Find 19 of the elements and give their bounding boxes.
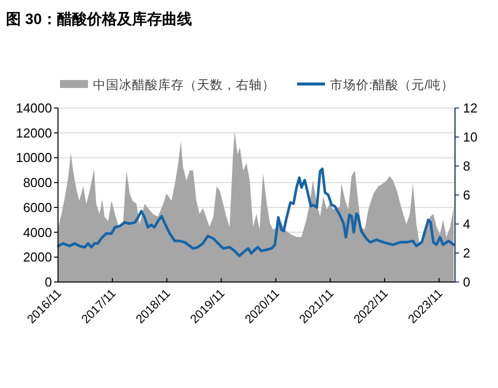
legend-label: 市场价:醋酸（元/吨） [330,78,454,92]
y2-tick-label: 6 [463,188,470,202]
y-tick-label: 2000 [23,250,52,265]
y-tick-label: 10000 [16,150,52,166]
legend-label: 中国冰醋酸库存（天数，右轴） [93,78,275,92]
line-series [57,168,455,258]
y2-tick-label: 8 [463,158,470,174]
y-tick-label: 8000 [23,175,52,190]
y2-tick-label: 12 [463,100,478,116]
y-tick-label: 6000 [23,200,52,215]
y-tick-label: 14000 [16,100,52,116]
y2-tick-label: 0 [463,274,470,290]
y2-tick-label: 4 [463,216,470,232]
y2-tick-label: 10 [463,130,478,144]
y-tick-label: 0 [44,274,52,290]
chart-title: 图 30：醋酸价格及库存曲线 [6,10,192,28]
y2-tick-label: 2 [463,246,470,260]
y-tick-label: 4000 [23,224,52,240]
y-tick-label: 12000 [16,125,52,140]
